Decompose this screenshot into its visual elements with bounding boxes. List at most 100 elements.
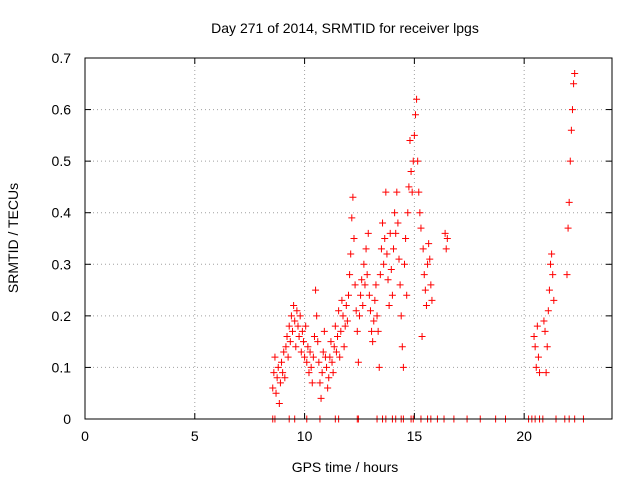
data-point (337, 327, 345, 335)
data-point (531, 343, 539, 351)
data-point (325, 374, 333, 382)
data-point (383, 250, 391, 258)
data-point (305, 369, 313, 377)
x-tick-label: 15 (407, 428, 423, 444)
data-point (297, 348, 305, 356)
data-point (549, 271, 557, 279)
data-point (407, 167, 415, 175)
data-point (397, 312, 405, 320)
data-point (346, 271, 354, 279)
data-point (415, 188, 423, 196)
data-point (295, 332, 303, 340)
data-point (362, 245, 370, 253)
data-point (442, 245, 450, 253)
data-point (334, 332, 342, 340)
data-point (299, 338, 307, 346)
data-point (303, 358, 311, 366)
data-point (364, 229, 372, 237)
data-point (293, 307, 301, 315)
data-point (379, 219, 387, 227)
data-point (340, 343, 348, 351)
y-tick-label: 0.1 (52, 359, 72, 375)
data-point (532, 363, 540, 371)
data-point (341, 322, 349, 330)
data-point (329, 369, 337, 377)
data-point (402, 235, 410, 242)
data-point (375, 363, 383, 371)
data-point (302, 322, 310, 330)
data-point (387, 265, 395, 273)
data-point (275, 400, 283, 408)
data-point (278, 358, 286, 366)
data-point (410, 131, 418, 139)
y-tick-label: 0.4 (52, 205, 72, 221)
data-point (406, 137, 414, 145)
data-point (287, 312, 295, 320)
x-tick-label: 5 (191, 428, 199, 444)
data-point (291, 317, 299, 325)
data-point (403, 291, 411, 299)
y-tick-labels: 0 0.1 0.2 0.3 0.4 0.5 0.6 0.7 (52, 50, 72, 427)
data-point (304, 343, 312, 351)
data-point (332, 348, 340, 356)
data-point (568, 106, 576, 114)
data-point (533, 322, 541, 330)
data-point (422, 302, 430, 310)
data-point (331, 322, 339, 330)
data-point (536, 369, 544, 377)
data-point (443, 235, 451, 242)
y-tick-label: 0 (63, 411, 71, 427)
data-point (382, 188, 390, 196)
data-point (361, 281, 369, 289)
data-point (411, 111, 419, 119)
data-point (276, 379, 284, 387)
data-point (571, 69, 579, 77)
data-point (284, 353, 292, 361)
data-point (395, 255, 403, 263)
data-point (540, 317, 548, 325)
data-point (348, 214, 356, 222)
data-point (330, 343, 338, 351)
data-point (294, 322, 302, 330)
x-tick-label: 20 (516, 428, 532, 444)
data-point (534, 353, 542, 361)
data-point (320, 327, 328, 335)
y-tick-label: 0.5 (52, 153, 72, 169)
data-point (319, 348, 327, 356)
x-tick-labels: 0 5 10 15 20 (81, 428, 532, 444)
data-point (370, 317, 378, 325)
data-point (339, 312, 347, 320)
data-point (398, 343, 406, 351)
data-point (292, 343, 300, 351)
data-point (327, 338, 335, 346)
data-point (374, 327, 382, 335)
data-point (381, 235, 389, 242)
data-point (393, 188, 401, 196)
data-point (392, 229, 400, 237)
data-point (441, 229, 449, 237)
data-point (328, 358, 336, 366)
data-point (416, 209, 424, 217)
data-point (289, 327, 297, 335)
data-point (365, 291, 373, 299)
data-point (280, 348, 288, 356)
data-point (314, 338, 322, 346)
data-point (345, 291, 352, 299)
data-point (342, 302, 350, 310)
data-point (354, 358, 362, 366)
x-axis-label: GPS time / hours (292, 459, 399, 475)
data-point (353, 327, 361, 335)
data-point (286, 338, 294, 346)
data-point (326, 353, 334, 361)
chart-title: Day 271 of 2014, SRMTID for receiver lpg… (211, 20, 479, 36)
data-point (351, 281, 359, 289)
data-point (336, 353, 344, 361)
data-point (564, 224, 572, 232)
data-point (371, 296, 379, 304)
data-point (405, 183, 413, 191)
data-point (283, 332, 291, 340)
data-point (545, 286, 553, 294)
axis-ticks (84, 57, 612, 420)
